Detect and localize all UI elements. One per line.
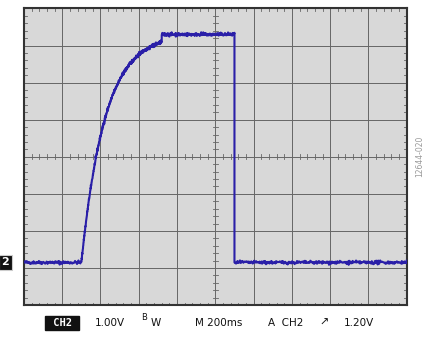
Text: M 200ms: M 200ms xyxy=(195,318,242,328)
Text: CH2: CH2 xyxy=(46,318,78,328)
Text: B: B xyxy=(141,314,147,322)
Text: 1.00V: 1.00V xyxy=(95,318,125,328)
Text: 1.20V: 1.20V xyxy=(343,318,373,328)
Text: W: W xyxy=(151,318,161,328)
Text: 2: 2 xyxy=(1,257,9,267)
Text: 12644-020: 12644-020 xyxy=(414,136,423,178)
Text: A  CH2: A CH2 xyxy=(268,318,303,328)
Text: ↗: ↗ xyxy=(319,318,329,328)
